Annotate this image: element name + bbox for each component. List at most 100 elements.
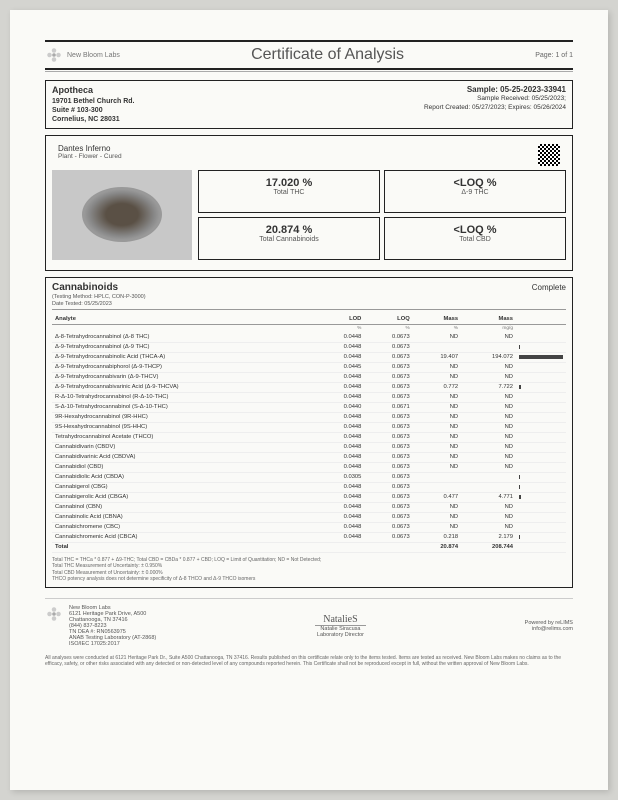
loq: 0.0673 xyxy=(364,342,412,352)
analyte: Cannabigerol (CBG) xyxy=(52,482,316,492)
client-info: Apotheca 19701 Bethel Church Rd. Suite #… xyxy=(52,85,134,124)
table-row: Cannabidivarin (CBDV) 0.0448 0.0673 ND N… xyxy=(52,442,566,452)
mass-mg: 7.722 xyxy=(461,382,516,392)
product-name: Dantes Inferno xyxy=(58,144,122,153)
stat-cbd-label: Total CBD xyxy=(389,236,561,243)
client-name: Apotheca xyxy=(52,85,134,97)
footer-right: Powered by reLIMS info@relims.com xyxy=(525,620,573,632)
analyte: S-Δ-10-Tetrahydrocannabinol (S-Δ-10-THC) xyxy=(52,402,316,412)
bar-cell xyxy=(516,382,566,392)
analyte: R-Δ-10-Tetrahydrocannabinol (R-Δ-10-THC) xyxy=(52,392,316,402)
mass-mg: ND xyxy=(461,362,516,372)
table-row: Δ-9-Tetrahydrocannabivarinic Acid (Δ-9-T… xyxy=(52,382,566,392)
analyte: Δ-9-Tetrahydrocannabinol (Δ-9 THC) xyxy=(52,342,316,352)
mass-mg: ND xyxy=(461,452,516,462)
mass-mg: ND xyxy=(461,442,516,452)
loq: 0.0673 xyxy=(364,502,412,512)
analyte: Δ-9-Tetrahydrocannabivarinic Acid (Δ-9-T… xyxy=(52,382,316,392)
bar-cell xyxy=(516,402,566,412)
lod: 0.0448 xyxy=(316,352,364,362)
loq: 0.0673 xyxy=(364,522,412,532)
table-row: Cannabidiol (CBD) 0.0448 0.0673 ND ND xyxy=(52,462,566,472)
footnotes: Total THC = THCa * 0.877 + Δ9-THC; Total… xyxy=(52,557,566,583)
loq: 0.0673 xyxy=(364,442,412,452)
lod: 0.0448 xyxy=(316,342,364,352)
table-row: Cannabidivarinic Acid (CBDVA) 0.0448 0.0… xyxy=(52,452,566,462)
signature: NatalieS xyxy=(315,614,365,626)
sample-report: Report Created: 05/27/2023; Expires: 05/… xyxy=(424,104,566,112)
mass-mg: ND xyxy=(461,402,516,412)
cann-date: Date Tested: 05/25/2023 xyxy=(52,301,112,307)
table-row: Cannabidiolic Acid (CBDA) 0.0305 0.0673 xyxy=(52,472,566,482)
mass-pct: 19.407 xyxy=(413,352,461,362)
cannabinoids-box: Cannabinoids (Testing Method: HPLC, CON-… xyxy=(45,277,573,588)
mass-pct: ND xyxy=(413,362,461,372)
bar-cell xyxy=(516,372,566,382)
mass-pct: 0.218 xyxy=(413,532,461,542)
mass-pct: ND xyxy=(413,402,461,412)
loq: 0.0673 xyxy=(364,462,412,472)
table-units: % % % mg/g xyxy=(52,324,566,333)
cannabinoids-table: Analyte LOD LOQ Mass Mass % % % mg/g Δ-8… xyxy=(52,314,566,553)
stat-thc-label: Total THC xyxy=(203,189,375,196)
analyte: Δ-9-Tetrahydrocannabivarin (Δ-9-THCV) xyxy=(52,372,316,382)
stat-grid: 17.020 % Total THC <LOQ % Δ-9 THC 20.874… xyxy=(198,170,566,260)
lod: 0.0448 xyxy=(316,422,364,432)
footer-a7: ISO/IEC 17025:2017 xyxy=(69,641,156,647)
cann-method: (Testing Method: HPLC, CON-P-3000) xyxy=(52,294,146,300)
bar-cell xyxy=(516,342,566,352)
bar-cell xyxy=(516,532,566,542)
table-header: Analyte LOD LOQ Mass Mass xyxy=(52,314,566,325)
page-number: Page: 1 of 1 xyxy=(535,52,573,59)
table-row: Cannabigerolic Acid (CBGA) 0.0448 0.0673… xyxy=(52,492,566,502)
lod: 0.0445 xyxy=(316,362,364,372)
flower-icon xyxy=(45,605,63,623)
sig-title: Laboratory Director xyxy=(315,632,365,638)
analyte: Tetrahydrocannabinol Acetate (THCO) xyxy=(52,432,316,442)
bar-cell xyxy=(516,522,566,532)
stat-total-cann: 20.874 % Total Cannabinoids xyxy=(198,217,380,260)
lod: 0.0448 xyxy=(316,532,364,542)
table-row: Cannabinol (CBN) 0.0448 0.0673 ND ND xyxy=(52,502,566,512)
lod: 0.0448 xyxy=(316,522,364,532)
mass-pct: ND xyxy=(413,452,461,462)
mass-pct: ND xyxy=(413,372,461,382)
mass-mg: ND xyxy=(461,512,516,522)
lod: 0.0448 xyxy=(316,442,364,452)
total-label: Total xyxy=(52,542,316,552)
bar-cell xyxy=(516,352,566,362)
mass-pct: ND xyxy=(413,333,461,343)
mass-pct: ND xyxy=(413,512,461,522)
cann-header-left: Cannabinoids (Testing Method: HPLC, CON-… xyxy=(52,282,146,307)
loq: 0.0673 xyxy=(364,422,412,432)
table-row: 9S-Hexahydrocannabinol (9S-HHC) 0.0448 0… xyxy=(52,422,566,432)
bar-cell xyxy=(516,362,566,372)
lod: 0.0448 xyxy=(316,502,364,512)
lod: 0.0448 xyxy=(316,482,364,492)
table-row: Cannabichromenic Acid (CBCA) 0.0448 0.06… xyxy=(52,532,566,542)
stat-total-cbd: <LOQ % Total CBD xyxy=(384,217,566,260)
qr-code xyxy=(538,144,560,166)
mass-mg: ND xyxy=(461,502,516,512)
bar-cell xyxy=(516,492,566,502)
loq: 0.0673 xyxy=(364,392,412,402)
mass-pct: ND xyxy=(413,442,461,452)
lod: 0.0305 xyxy=(316,472,364,482)
mass-mg xyxy=(461,342,516,352)
table-row: Δ-9-Tetrahydrocannabivarin (Δ-9-THCV) 0.… xyxy=(52,372,566,382)
bar-cell xyxy=(516,472,566,482)
bar-cell xyxy=(516,392,566,402)
loq: 0.0671 xyxy=(364,402,412,412)
analyte: Δ-9-Tetrahydrocannabinolic Acid (THCA-A) xyxy=(52,352,316,362)
loq: 0.0673 xyxy=(364,352,412,362)
bar-cell xyxy=(516,452,566,462)
loq: 0.0673 xyxy=(364,432,412,442)
lod: 0.0448 xyxy=(316,512,364,522)
footer-left: New Bloom Labs 6121 Heritage Park Drive,… xyxy=(45,605,156,647)
loq: 0.0673 xyxy=(364,482,412,492)
stat-d9-val: <LOQ % xyxy=(389,177,561,189)
lod: 0.0448 xyxy=(316,392,364,402)
bar-cell xyxy=(516,412,566,422)
analyte: Cannabidivarin (CBDV) xyxy=(52,442,316,452)
disclaimer: All analyses were conducted at 6121 Heri… xyxy=(45,655,573,668)
